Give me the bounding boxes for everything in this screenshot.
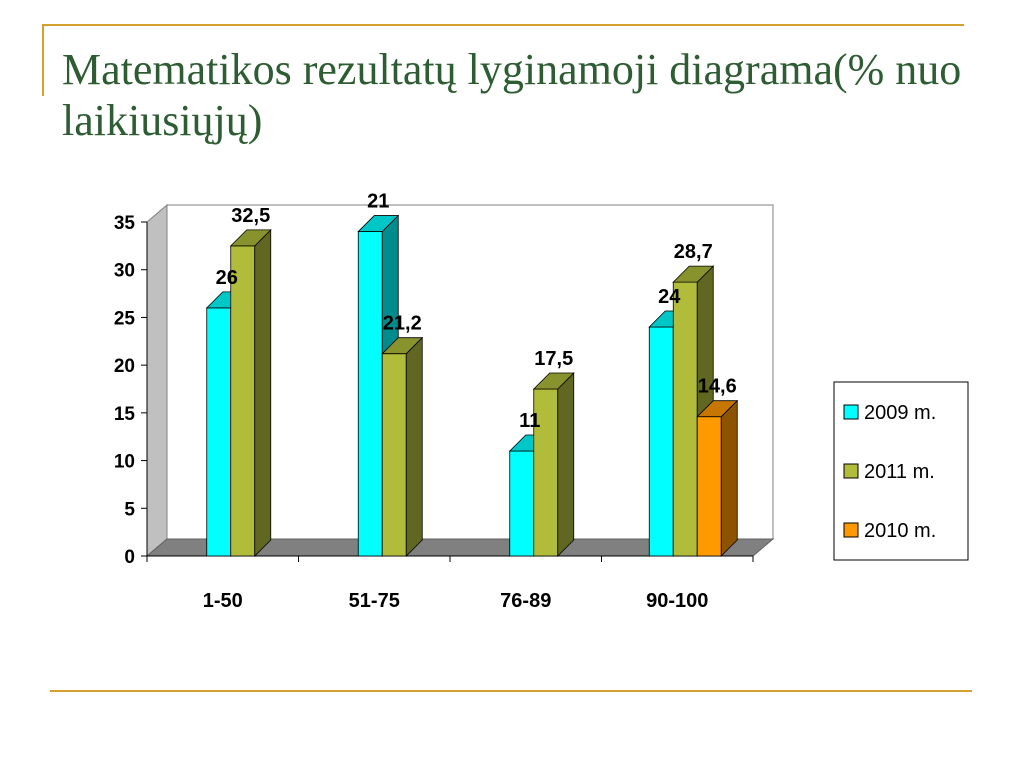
y-tick-label: 0	[124, 547, 135, 568]
x-tick-label: 76-89	[500, 590, 551, 612]
bars	[205, 214, 739, 557]
data-label: 14,6	[698, 376, 737, 398]
legend-swatch	[843, 404, 859, 420]
bar	[229, 228, 272, 557]
y-tick-label: 30	[114, 261, 135, 282]
legend-label: 2009 m.	[864, 402, 936, 424]
slide-frame-left	[42, 24, 44, 96]
data-label: 21,2	[383, 313, 422, 335]
bar-side	[254, 228, 272, 557]
legend-item: 2009 m.	[843, 402, 936, 424]
bar-front	[357, 231, 383, 557]
slide-frame-bottom	[50, 690, 972, 692]
bar-front	[533, 388, 559, 557]
bar-top	[357, 215, 400, 232]
legend-swatch	[843, 522, 859, 538]
bar-front	[648, 326, 674, 557]
data-label: 28,7	[674, 241, 713, 263]
bar	[381, 336, 424, 557]
legend-item: 2011 m.	[843, 461, 935, 483]
data-labels: 26 32,5 21 21,2 11 17,5 24 28,7 14,6	[216, 191, 737, 432]
y-tick-label: 10	[114, 452, 135, 473]
legend: 2009 m. 2011 m. 2010 m.	[833, 381, 969, 561]
x-tick-label: 51-75	[349, 590, 400, 612]
data-label: 11	[519, 410, 540, 432]
y-tick-label: 25	[114, 308, 136, 329]
data-label: 32,5	[231, 205, 270, 227]
y-tick-label: 5	[124, 499, 135, 520]
y-axis: 0 5 10 15 20 25 30 35	[114, 213, 148, 568]
slide-title: Matematikos rezultatų lyginamoji diagram…	[62, 45, 962, 146]
bar-top	[672, 265, 715, 283]
y-tick-label: 15	[114, 404, 136, 425]
bar	[696, 399, 739, 557]
y-tick-label: 20	[114, 356, 135, 377]
bar-front	[672, 281, 698, 557]
bar-front	[381, 353, 407, 557]
data-label: 17,5	[534, 348, 573, 370]
bar-side	[557, 372, 575, 557]
bar-top	[532, 372, 575, 390]
bar-top	[381, 337, 424, 355]
bar-front	[696, 416, 722, 557]
bar	[532, 372, 575, 557]
legend-item: 2010 m.	[843, 520, 936, 542]
x-tick-label: 1-50	[203, 590, 243, 612]
x-tick-label: 90-100	[646, 590, 708, 612]
bar-side	[720, 399, 738, 557]
data-label: 21	[367, 191, 389, 213]
chart-walls	[145, 203, 775, 558]
bar-side	[405, 336, 423, 557]
data-label: 26	[216, 267, 238, 289]
legend-swatch	[843, 463, 859, 479]
chart-side-wall	[146, 203, 168, 558]
slide-frame-top	[42, 24, 964, 26]
bar-front	[230, 245, 256, 557]
legend-label: 2010 m.	[864, 520, 936, 542]
bar-top	[696, 400, 739, 418]
bar-top	[229, 229, 272, 247]
bar-front	[206, 307, 232, 557]
x-axis: 1-50 51-75 76-89 90-100	[146, 555, 754, 612]
y-tick-label: 35	[114, 213, 136, 234]
legend-label: 2011 m.	[864, 461, 935, 483]
data-label: 24	[658, 286, 681, 308]
bar-front	[509, 450, 535, 557]
